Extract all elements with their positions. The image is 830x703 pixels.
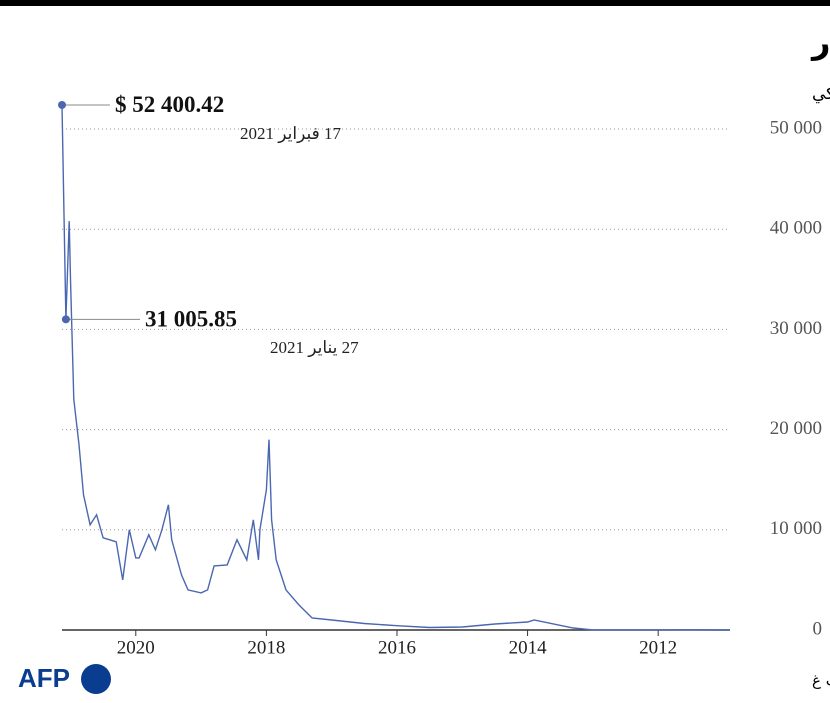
annotation-date: 27 يناير 2021	[270, 338, 359, 358]
logo: AFP	[18, 663, 111, 694]
top-bar	[0, 0, 830, 6]
annotation-point	[61, 315, 70, 324]
source: المصدر: بلومبرغ، سعر صرف عملة بتكوين عند…	[812, 672, 830, 690]
y-tick-label: 20 000	[770, 418, 822, 439]
y-tick-label: 0	[813, 618, 823, 639]
line	[61, 104, 731, 631]
y-tick-label: 10 000	[770, 518, 822, 539]
annotation-point	[58, 100, 66, 109]
chart-title: عملة بتكوين تتخطى 000 52 دولار	[810, 23, 830, 61]
x-tick-label: 2016	[378, 637, 416, 658]
x-tick-label: 2014	[509, 637, 548, 658]
x-tick-label: 2020	[117, 637, 155, 658]
y-tick-label: 50 000	[770, 117, 822, 138]
x-tick-label: 2018	[247, 637, 285, 658]
annotation-date: 17 فبراير 2021	[240, 124, 341, 144]
y-tick-label: 30 000	[770, 318, 822, 339]
annotation-value: 31 005.85	[145, 307, 237, 332]
x-tick-label: 2012	[639, 637, 677, 658]
logo-circle	[81, 664, 111, 694]
logo-text: AFP	[18, 663, 70, 693]
annotation-value: $ 52 400.42	[115, 92, 224, 117]
y-tick-label: 40 000	[770, 218, 822, 239]
y-axis-label: بالدولار الأميركي	[812, 83, 830, 104]
